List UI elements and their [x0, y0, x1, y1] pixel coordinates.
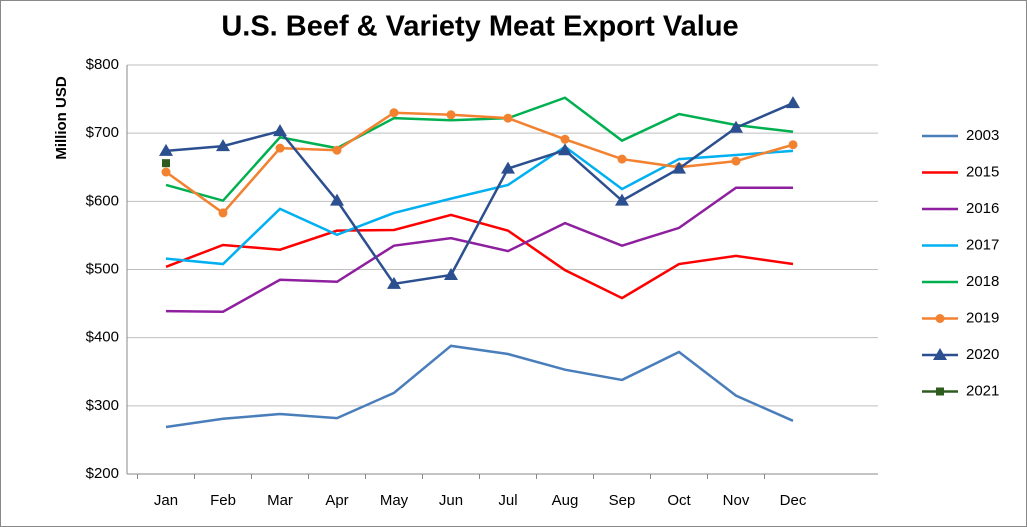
- x-tick-label: Mar: [267, 492, 293, 509]
- legend-marker: [935, 314, 945, 323]
- data-point: [332, 145, 342, 155]
- x-tick-label: Feb: [210, 492, 236, 509]
- x-tick-label: Jul: [498, 492, 517, 509]
- chart-title: U.S. Beef & Variety Meat Export Value: [221, 11, 738, 43]
- data-point: [273, 124, 287, 137]
- legend-label: 2015: [966, 163, 999, 180]
- data-point: [501, 161, 515, 174]
- series-line: [165, 344, 794, 429]
- series-line: [165, 96, 794, 203]
- x-tick-label: Aug: [552, 492, 579, 509]
- data-point: [617, 154, 627, 164]
- y-tick-label: $300: [86, 397, 119, 414]
- data-point: [786, 96, 800, 109]
- series-line: [165, 186, 793, 314]
- x-tick-label: Nov: [723, 492, 750, 509]
- data-point: [446, 110, 456, 120]
- data-point: [731, 156, 741, 166]
- y-tick-label: $800: [86, 56, 119, 73]
- data-point: [615, 193, 629, 206]
- legend-label: 2018: [966, 273, 999, 290]
- y-tick-label: $400: [86, 329, 119, 346]
- x-tick-label: Jan: [154, 492, 178, 509]
- series-line: [165, 102, 794, 286]
- data-point: [558, 143, 572, 156]
- y-axis-label: Million USD: [53, 76, 70, 159]
- legend-label: 2016: [966, 200, 999, 217]
- data-point: [560, 134, 570, 144]
- data-point: [330, 193, 344, 206]
- x-tick-label: May: [380, 492, 409, 509]
- y-tick-label: $500: [86, 260, 119, 277]
- data-point: [216, 139, 230, 152]
- data-point: [788, 140, 798, 150]
- data-point: [729, 120, 743, 133]
- data-point: [444, 267, 458, 280]
- legend-label: 2021: [966, 382, 999, 399]
- legend-label: 2003: [966, 127, 999, 144]
- x-tick-label: Sep: [609, 492, 636, 509]
- data-point: [503, 113, 513, 123]
- data-point: [161, 167, 171, 177]
- x-tick-label: Jun: [439, 492, 463, 509]
- legend-marker: [933, 348, 947, 360]
- x-tick-label: Dec: [780, 492, 807, 509]
- data-point: [389, 108, 399, 118]
- legend-label: 2020: [966, 346, 999, 363]
- x-tick-label: Apr: [325, 492, 348, 509]
- legend-marker: [936, 387, 944, 396]
- data-point: [672, 161, 686, 174]
- legend-label: 2019: [966, 309, 999, 326]
- data-point: [275, 143, 285, 153]
- data-point: [162, 159, 170, 168]
- x-tick-label: Oct: [667, 492, 691, 509]
- series-line: [165, 145, 794, 266]
- y-tick-label: $200: [86, 465, 119, 482]
- data-point: [218, 208, 228, 218]
- y-tick-label: $600: [86, 192, 119, 209]
- data-point: [387, 276, 401, 289]
- series-line: [165, 111, 794, 215]
- data-point: [159, 143, 173, 156]
- legend-label: 2017: [966, 236, 999, 253]
- y-tick-label: $700: [86, 124, 119, 141]
